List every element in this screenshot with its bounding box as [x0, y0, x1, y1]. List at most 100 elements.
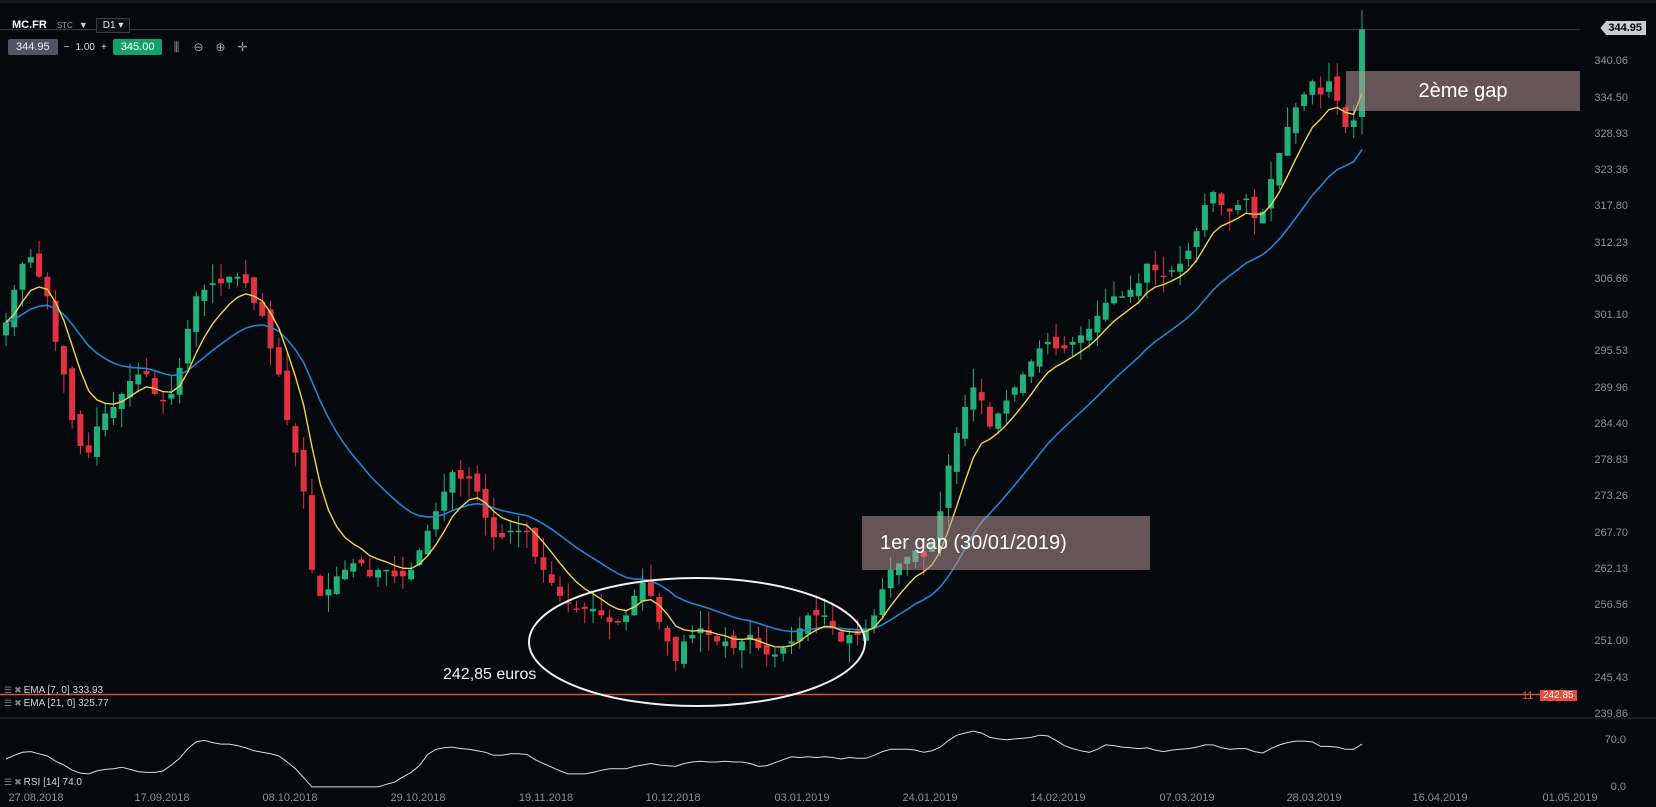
time-tick: 14.02.2019: [1030, 792, 1086, 804]
time-tick: 17.09.2018: [134, 792, 190, 804]
step-value[interactable]: 1.00: [75, 41, 95, 53]
candle-body: [730, 635, 737, 648]
candle-body: [317, 575, 324, 596]
candle-body: [1234, 205, 1241, 211]
candle-body: [19, 263, 26, 290]
candle-body: [424, 530, 431, 555]
close-icon[interactable]: ✖: [14, 698, 22, 708]
candle-body: [52, 300, 59, 342]
legend-ema7[interactable]: ☰ ✖ EMA [7, 0] 333.93: [4, 685, 103, 696]
candle-body: [217, 278, 224, 284]
candle-body: [350, 563, 357, 572]
candle-body: [780, 647, 787, 654]
rsi-line: [5, 730, 1363, 788]
candle-body: [201, 289, 208, 302]
candle-body: [441, 491, 448, 511]
candle-body: [1243, 198, 1250, 201]
candle-body: [1110, 296, 1117, 304]
candle-body: [805, 615, 812, 634]
low-price-label: 242,85 euros: [443, 666, 537, 683]
candle-body: [862, 628, 869, 641]
candle-body: [375, 569, 382, 578]
legend-ema21[interactable]: ☰ ✖ EMA [21, 0] 325.77: [4, 698, 109, 709]
legend-rsi[interactable]: ☰ ✖ RSI [14] 74.0: [4, 777, 82, 788]
candle-body: [110, 406, 117, 419]
candle-body: [1044, 341, 1051, 345]
time-tick: 03.01.2019: [774, 792, 830, 804]
candle-body: [1309, 81, 1316, 95]
candle-body: [1350, 120, 1357, 127]
candle-body: [1160, 275, 1167, 278]
candle-body: [565, 602, 572, 604]
candle-body: [1210, 192, 1217, 204]
candle-body: [995, 413, 1002, 429]
last-price-tag: 344.95: [1600, 21, 1646, 35]
candle-body: [1284, 126, 1291, 156]
close-icon[interactable]: ✖: [14, 777, 22, 787]
candle-body: [44, 276, 51, 297]
candle-body: [499, 532, 506, 538]
candle-body: [1251, 196, 1258, 219]
close-icon[interactable]: ✖: [14, 685, 22, 695]
gap2-annotation: 2ème gap: [1346, 71, 1580, 111]
rsi-tick: 70.0: [1604, 734, 1626, 746]
chart-type-icon[interactable]: ⫼: [173, 39, 180, 54]
price-tick: 278.83: [1594, 454, 1628, 467]
candle-body: [846, 634, 853, 644]
candle-body: [36, 253, 43, 277]
candle-body: [300, 450, 307, 492]
candle-body: [85, 445, 92, 453]
candle-body: [1036, 348, 1043, 367]
candle-body: [449, 472, 456, 493]
symbol-dropdown-icon[interactable]: ▼: [78, 20, 88, 30]
candle-body: [267, 309, 274, 349]
candle-body: [160, 399, 167, 402]
candle-body: [333, 576, 340, 594]
candle-body: [1003, 400, 1010, 414]
time-tick: 19.11.2018: [518, 792, 574, 804]
candle-body: [3, 322, 9, 336]
timeframe-select[interactable]: D1 ▾: [95, 17, 131, 33]
plus-icon[interactable]: +: [100, 41, 107, 53]
zoom-out-icon[interactable]: ⊖: [193, 40, 204, 54]
symbol-type: STC: [56, 20, 73, 30]
settings-icon[interactable]: ☰: [4, 698, 13, 708]
rsi-tick: 0.0: [1610, 781, 1626, 793]
candle-body: [176, 367, 183, 395]
time-tick: 27.08.2018: [8, 792, 64, 804]
symbol-toolbar: MC.FR STC ▼ D1 ▾: [0, 14, 131, 36]
candle-body: [77, 414, 84, 447]
candle-body: [11, 289, 18, 328]
top-strip: [0, 0, 1656, 3]
level-price-tag: 242.85: [1540, 690, 1577, 701]
candle-body: [821, 615, 828, 617]
price-tick: 289.96: [1594, 381, 1628, 394]
crosshair-icon[interactable]: ✛: [237, 40, 248, 54]
candle-body: [763, 645, 770, 655]
price-tick: 245.43: [1594, 671, 1628, 684]
candle-body: [168, 393, 175, 399]
zoom-in-icon[interactable]: ⊕: [215, 40, 226, 54]
candle-body: [507, 530, 514, 533]
price-tick: 340.06: [1594, 55, 1628, 68]
candle-body: [1177, 263, 1184, 272]
minus-icon[interactable]: −: [63, 41, 70, 53]
time-tick: 16.04.2019: [1412, 792, 1468, 804]
gap1-annotation: 1er gap (30/01/2019): [862, 516, 1150, 570]
candle-body: [1218, 193, 1225, 206]
ask-price[interactable]: 345.00: [112, 39, 163, 55]
settings-icon[interactable]: ☰: [4, 685, 13, 695]
candle-body: [143, 371, 150, 375]
candle-body: [614, 621, 621, 623]
price-tick: 284.40: [1594, 417, 1628, 430]
settings-icon[interactable]: ☰: [4, 777, 13, 787]
bid-price[interactable]: 344.95: [8, 39, 58, 55]
time-tick: 01.05.2019: [1542, 792, 1598, 804]
candle-body: [887, 569, 894, 589]
candle-body: [1193, 231, 1200, 247]
candle-body: [1317, 87, 1324, 95]
symbol-name[interactable]: MC.FR: [12, 19, 47, 31]
candle-body: [27, 257, 34, 263]
candle-body: [234, 276, 241, 279]
